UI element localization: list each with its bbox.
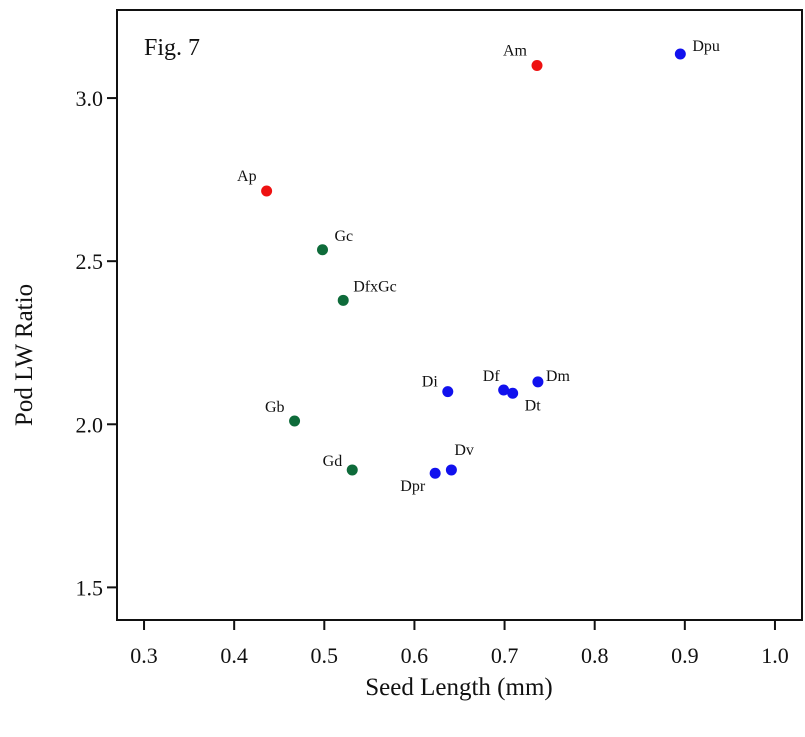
y-axis-title: Pod LW Ratio bbox=[11, 284, 38, 426]
data-point bbox=[507, 387, 519, 399]
y-tick-label: 2.0 bbox=[76, 412, 104, 437]
x-tick-label: 0.7 bbox=[491, 643, 519, 668]
point-label: Df bbox=[483, 368, 501, 385]
point-label: Dpu bbox=[692, 38, 720, 55]
point-label: Dm bbox=[546, 368, 571, 385]
y-tick-label: 1.5 bbox=[76, 575, 104, 600]
panel-label: Fig. 7 bbox=[144, 35, 200, 61]
x-tick-label: 0.5 bbox=[311, 643, 339, 668]
data-point bbox=[261, 185, 273, 197]
point-label: Di bbox=[422, 374, 439, 391]
data-point bbox=[532, 376, 544, 388]
data-point bbox=[531, 59, 543, 71]
point-label: Am bbox=[503, 42, 528, 59]
y-tick-label: 2.5 bbox=[76, 249, 104, 274]
data-point bbox=[429, 467, 441, 479]
x-tick-label: 0.6 bbox=[401, 643, 429, 668]
point-label: Gc bbox=[335, 228, 354, 245]
data-point bbox=[445, 464, 457, 476]
x-tick-label: 0.9 bbox=[671, 643, 699, 668]
point-label: DfxGc bbox=[353, 278, 397, 295]
point-label: Ap bbox=[237, 168, 257, 185]
x-axis-title: Seed Length (mm) bbox=[365, 674, 552, 701]
x-axis: 0.3 0.4 0.5 0.6 0.7 0.8 0.9 1.0 bbox=[130, 620, 789, 668]
point-label: Dt bbox=[525, 397, 542, 414]
data-point bbox=[674, 48, 686, 60]
point-label: Dpr bbox=[400, 478, 426, 495]
y-axis: 1.5 2.0 2.5 3.0 bbox=[76, 86, 117, 600]
data-point bbox=[317, 244, 328, 256]
x-tick-label: 1.0 bbox=[761, 643, 789, 668]
point-label: Gd bbox=[323, 453, 343, 470]
x-tick-label: 0.8 bbox=[581, 643, 609, 668]
point-label: Dv bbox=[454, 442, 474, 459]
plot-frame bbox=[116, 9, 803, 621]
data-point bbox=[337, 294, 349, 306]
x-tick-label: 0.4 bbox=[220, 643, 248, 668]
data-point bbox=[346, 464, 358, 476]
x-tick-label: 0.3 bbox=[130, 643, 158, 668]
data-point bbox=[289, 415, 301, 427]
y-tick-label: 3.0 bbox=[76, 86, 104, 111]
data-point bbox=[442, 386, 454, 398]
point-label: Gb bbox=[265, 399, 285, 416]
data-point bbox=[498, 384, 510, 396]
data-points bbox=[261, 48, 686, 479]
